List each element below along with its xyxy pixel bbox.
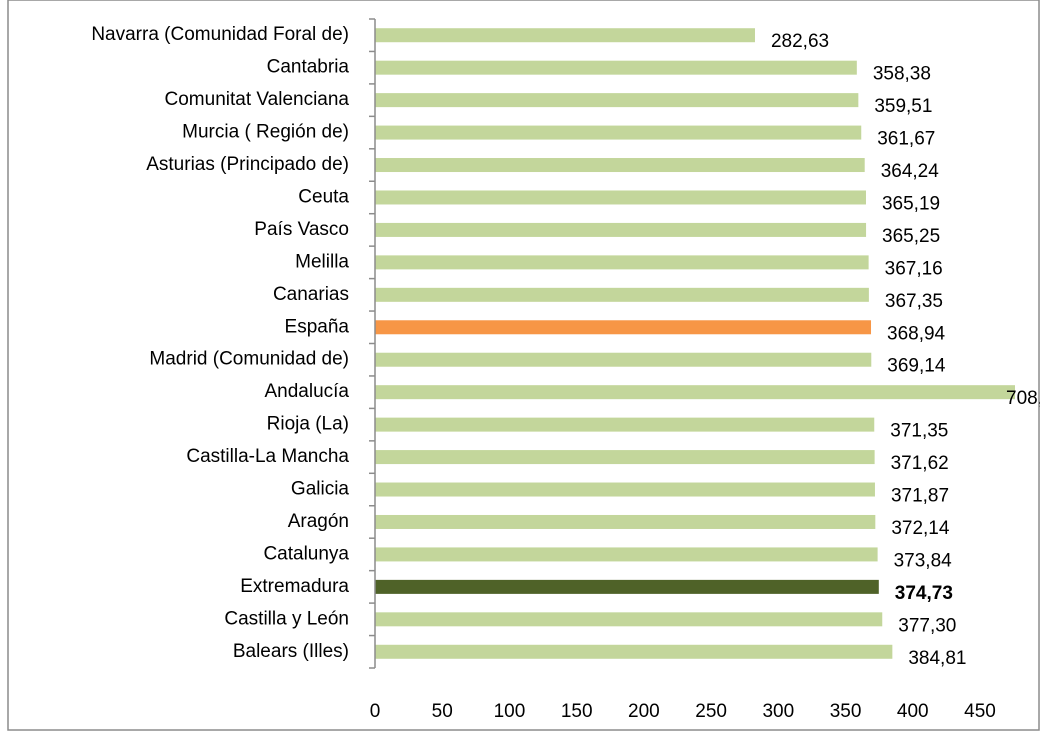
category-label: Melilla [295,251,349,272]
category-label: Comunitat Valenciana [165,89,350,110]
category-label: Extremadura [240,576,349,597]
value-label: 371,35 [890,421,948,442]
value-label: 371,87 [891,486,949,507]
bar [375,644,893,659]
value-label: 372,14 [891,518,950,539]
category-label: Catalunya [263,543,349,564]
bar [375,450,875,465]
value-label: 361,67 [877,129,935,150]
bar [375,482,875,497]
chart-frame [7,0,1040,731]
value-label: 365,25 [882,226,940,247]
bar [375,579,879,594]
value-label: 374,73 [895,583,953,604]
x-tick-label: 150 [561,701,593,722]
category-label: Ceuta [298,186,349,207]
bar [375,190,866,205]
category-label: Rioja (La) [267,414,349,435]
value-label: 377,30 [898,615,956,636]
category-label: Madrid (Comunidad de) [149,349,349,370]
bar [375,60,857,75]
bar [375,125,862,140]
value-label: 365,19 [882,193,940,214]
x-tick-label: 200 [628,701,660,722]
bar [375,417,875,432]
category-label: Galicia [291,479,350,500]
x-tick-label: 300 [762,701,794,722]
value-label: 359,51 [874,96,932,117]
bar [375,255,869,270]
x-tick-label: 50 [432,701,453,722]
category-label: Asturias (Principado de) [146,154,349,175]
bar [375,612,883,627]
category-label: Murcia ( Región de) [182,122,349,143]
category-label: España [285,316,350,337]
category-label: Andalucía [264,381,349,402]
value-label: 367,16 [885,258,943,279]
category-label: Castilla y León [224,608,349,629]
value-label: 358,38 [873,64,931,85]
x-tick-label: 450 [964,701,996,722]
category-label: País Vasco [254,219,349,240]
x-tick-label: 0 [370,701,381,722]
value-label: 364,24 [881,161,940,182]
bar [375,320,872,335]
category-label: Balears (Illes) [233,641,349,662]
value-label: 373,84 [894,550,953,571]
bar [375,158,865,173]
value-label: 368,94 [887,323,946,344]
bar [375,547,878,562]
value-label: 371,62 [891,453,949,474]
bar-group [375,28,1015,659]
bar [375,93,859,108]
value-label: 708,13 [1006,388,1040,409]
x-tick-label: 100 [494,701,526,722]
category-label: Castilla-La Mancha [186,446,349,467]
bar [375,28,755,43]
bar [375,352,872,367]
value-label: 384,81 [908,648,966,669]
x-tick-label: 350 [830,701,862,722]
bar [375,514,876,529]
value-label: 369,14 [887,356,946,377]
x-tick-label: 250 [695,701,727,722]
category-label: Cantabria [267,57,350,78]
bar [375,385,1015,400]
category-label: Canarias [273,284,349,305]
value-label: 367,35 [885,291,943,312]
x-tick-label: 400 [897,701,929,722]
bar [375,222,867,237]
category-label: Aragón [288,511,349,532]
bar [375,287,869,302]
category-label: Navarra (Comunidad Foral de) [91,24,349,45]
value-label: 282,63 [771,31,829,52]
